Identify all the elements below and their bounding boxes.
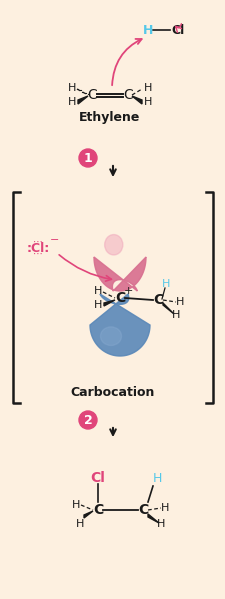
Text: H: H <box>93 300 102 310</box>
Text: H: H <box>175 297 183 307</box>
Text: Cl: Cl <box>90 471 105 485</box>
Text: 2: 2 <box>83 413 92 426</box>
Text: H: H <box>161 279 169 289</box>
Text: Cl: Cl <box>171 23 184 37</box>
Text: −: − <box>50 235 59 245</box>
Text: H: H <box>160 503 169 513</box>
Text: H: H <box>68 83 76 93</box>
Text: H: H <box>152 473 161 486</box>
Text: +: + <box>123 286 132 296</box>
Text: H: H <box>75 519 84 529</box>
Text: Carbocation: Carbocation <box>70 386 155 400</box>
Polygon shape <box>104 300 115 306</box>
Polygon shape <box>147 514 158 523</box>
Text: H: H <box>143 83 151 93</box>
Text: H: H <box>156 519 164 529</box>
Text: H: H <box>142 23 153 37</box>
Ellipse shape <box>104 235 122 255</box>
Text: H: H <box>171 310 179 320</box>
Circle shape <box>79 149 97 167</box>
Circle shape <box>79 411 97 429</box>
Polygon shape <box>78 96 88 104</box>
Text: H: H <box>72 500 80 510</box>
Polygon shape <box>90 294 149 356</box>
Text: H: H <box>68 97 76 107</box>
Text: ⋯: ⋯ <box>33 237 43 247</box>
Polygon shape <box>162 303 173 314</box>
Text: Ethylene: Ethylene <box>79 111 140 125</box>
Text: C: C <box>152 293 162 307</box>
Text: 1: 1 <box>83 152 92 165</box>
Text: C: C <box>92 503 103 517</box>
Text: :Cl:: :Cl: <box>26 241 50 255</box>
Text: C: C <box>87 88 97 102</box>
Polygon shape <box>131 96 141 104</box>
Text: C: C <box>137 503 147 517</box>
Polygon shape <box>94 257 145 291</box>
Text: ⋯: ⋯ <box>33 249 43 259</box>
Polygon shape <box>84 511 93 518</box>
Text: H: H <box>93 286 102 296</box>
Text: C: C <box>114 291 125 305</box>
Text: H: H <box>143 97 151 107</box>
Ellipse shape <box>100 327 121 346</box>
Text: C: C <box>123 88 132 102</box>
